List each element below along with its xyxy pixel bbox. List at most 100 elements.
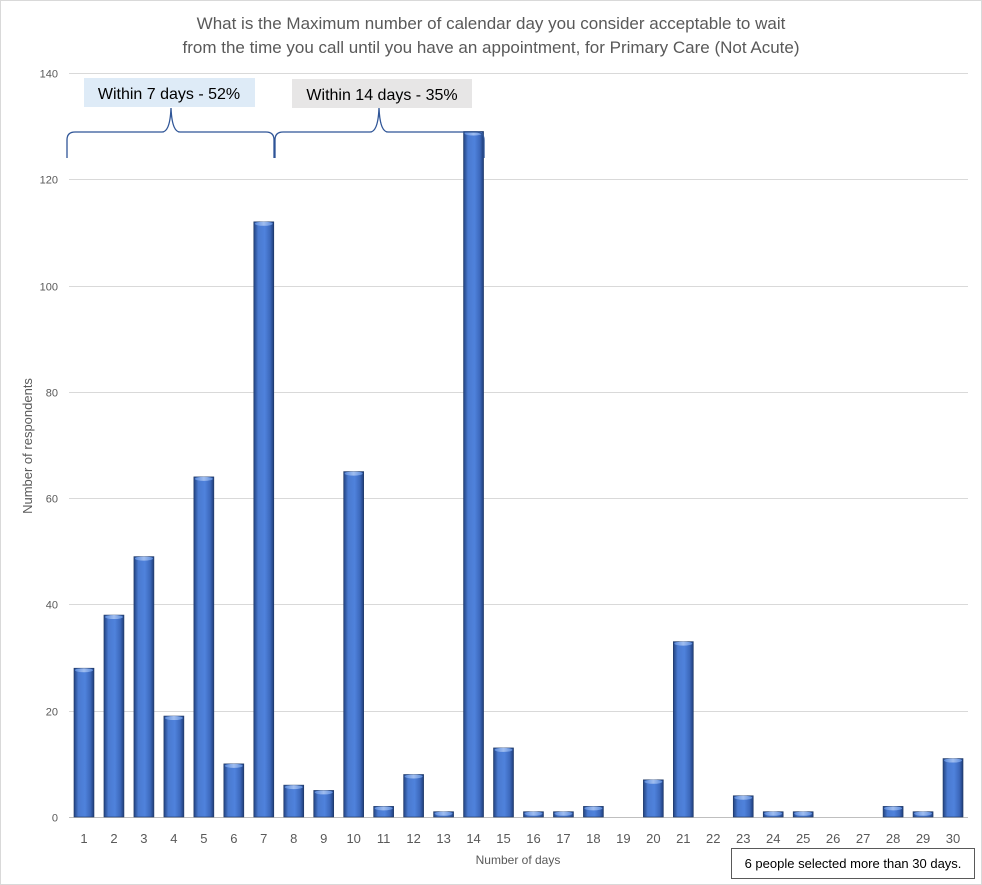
bar-day-2	[103, 614, 125, 818]
bar-day-14	[463, 131, 484, 818]
x-tick-label: 1	[80, 831, 87, 846]
note-box	[731, 848, 975, 879]
x-tick-label: 6	[230, 831, 237, 846]
bar-day-15	[493, 747, 514, 818]
x-tick-label: 30	[946, 831, 960, 846]
x-tick-label: 17	[556, 831, 570, 846]
bar-day-28	[882, 806, 904, 818]
bar-day-7	[253, 221, 275, 818]
bracket-within-7-days	[66, 107, 275, 158]
x-tick-label: 24	[766, 831, 780, 846]
bar-cap	[554, 811, 573, 816]
bar-day-25	[792, 811, 814, 818]
x-tick-labels: 1 2 3 4 5 6 7 8 9 10 11 12 13 14 15 16 17 18 19 20 21 22 23 24 2…	[80, 831, 960, 846]
note-text: 6 people selected more than 30 days.	[745, 856, 962, 871]
bar-cap	[764, 811, 783, 816]
bar-body	[223, 763, 245, 818]
bar-day-8	[283, 784, 305, 818]
x-tick-label: 29	[916, 831, 930, 846]
x-tick-label: 9	[320, 831, 327, 846]
y-tick-label: 60	[46, 494, 58, 506]
y-axis-title: Number of respondents	[20, 378, 35, 514]
bar-body	[942, 758, 964, 818]
x-tick-label: 19	[616, 831, 630, 846]
bar-cap	[404, 774, 423, 779]
bar-day-4	[163, 715, 185, 818]
bar-body	[283, 784, 305, 818]
bar-cap	[884, 806, 903, 811]
bar-day-6	[223, 763, 245, 818]
bar-day-12	[403, 774, 424, 818]
x-tick-label: 10	[346, 831, 360, 846]
x-axis-title: Number of days	[476, 853, 561, 867]
bar-day-5	[193, 476, 215, 818]
bar-cap	[374, 806, 393, 811]
bar-cap	[134, 556, 153, 561]
x-tick-label: 8	[290, 831, 297, 846]
bar-day-29	[912, 811, 934, 818]
bar-cap	[524, 811, 543, 816]
bar-cap	[284, 785, 303, 790]
x-tick-label: 20	[646, 831, 660, 846]
within-7-days-label-box	[84, 78, 255, 107]
y-tick-label: 140	[40, 69, 58, 81]
bar-cap	[734, 795, 753, 800]
bar-day-30	[942, 758, 964, 818]
bar-body	[343, 471, 364, 818]
y-tick-label: 80	[46, 388, 58, 400]
chart-title-line-2: from the time you call until you have an…	[183, 38, 800, 57]
x-tick-label: 15	[496, 831, 510, 846]
bar-series	[73, 131, 964, 818]
bar-body	[103, 614, 125, 818]
bar-day-17	[553, 811, 574, 818]
bar-day-1	[73, 667, 95, 818]
within-7-days-label: Within 7 days - 52%	[98, 86, 240, 103]
bar-cap	[164, 716, 183, 721]
x-tick-label: 28	[886, 831, 900, 846]
bar-day-3	[133, 556, 155, 818]
x-tick-label: 2	[110, 831, 117, 846]
y-tick-label: 40	[46, 600, 58, 612]
bar-cap	[104, 615, 123, 620]
within-14-days-label-box	[292, 79, 472, 108]
bar-cap	[944, 758, 963, 763]
bar-day-24	[762, 811, 784, 818]
bar-cap	[644, 779, 663, 784]
y-tick-label: 20	[46, 707, 58, 719]
y-tick-label: 0	[52, 813, 58, 825]
bar-day-13	[433, 811, 454, 818]
x-tick-label: 3	[140, 831, 147, 846]
x-tick-label: 11	[377, 831, 391, 846]
bar-body	[643, 779, 664, 818]
bar-cap	[74, 668, 93, 673]
bar-day-20	[643, 779, 664, 818]
x-tick-label: 25	[796, 831, 810, 846]
bar-body	[193, 476, 215, 818]
x-tick-label: 16	[526, 831, 540, 846]
bar-cap	[434, 811, 453, 816]
chart-title-line-1: What is the Maximum number of calendar d…	[197, 14, 786, 33]
within-14-days-label: Within 14 days - 35%	[306, 87, 457, 104]
bar-body	[253, 221, 275, 818]
y-tick-labels: 0 20 40 60 80 100 120 140	[40, 69, 58, 825]
bar-body	[163, 715, 185, 818]
y-gridlines	[69, 73, 968, 818]
x-tick-label: 12	[406, 831, 420, 846]
bar-cap	[344, 471, 363, 476]
x-tick-label: 5	[200, 831, 207, 846]
x-tick-label: 26	[826, 831, 840, 846]
bar-cap	[194, 476, 213, 481]
x-tick-label: 22	[706, 831, 720, 846]
bar-body	[73, 667, 95, 818]
bar-day-21	[673, 641, 694, 818]
y-tick-label: 120	[40, 175, 58, 187]
bar-body	[463, 131, 484, 818]
bar-day-23	[732, 795, 754, 818]
bar-day-11	[373, 806, 394, 818]
bar-day-16	[523, 811, 544, 818]
x-tick-label: 18	[586, 831, 600, 846]
x-tick-label: 4	[170, 831, 177, 846]
bar-body	[403, 774, 424, 818]
bar-day-18	[583, 806, 604, 818]
x-tick-label: 21	[676, 831, 690, 846]
